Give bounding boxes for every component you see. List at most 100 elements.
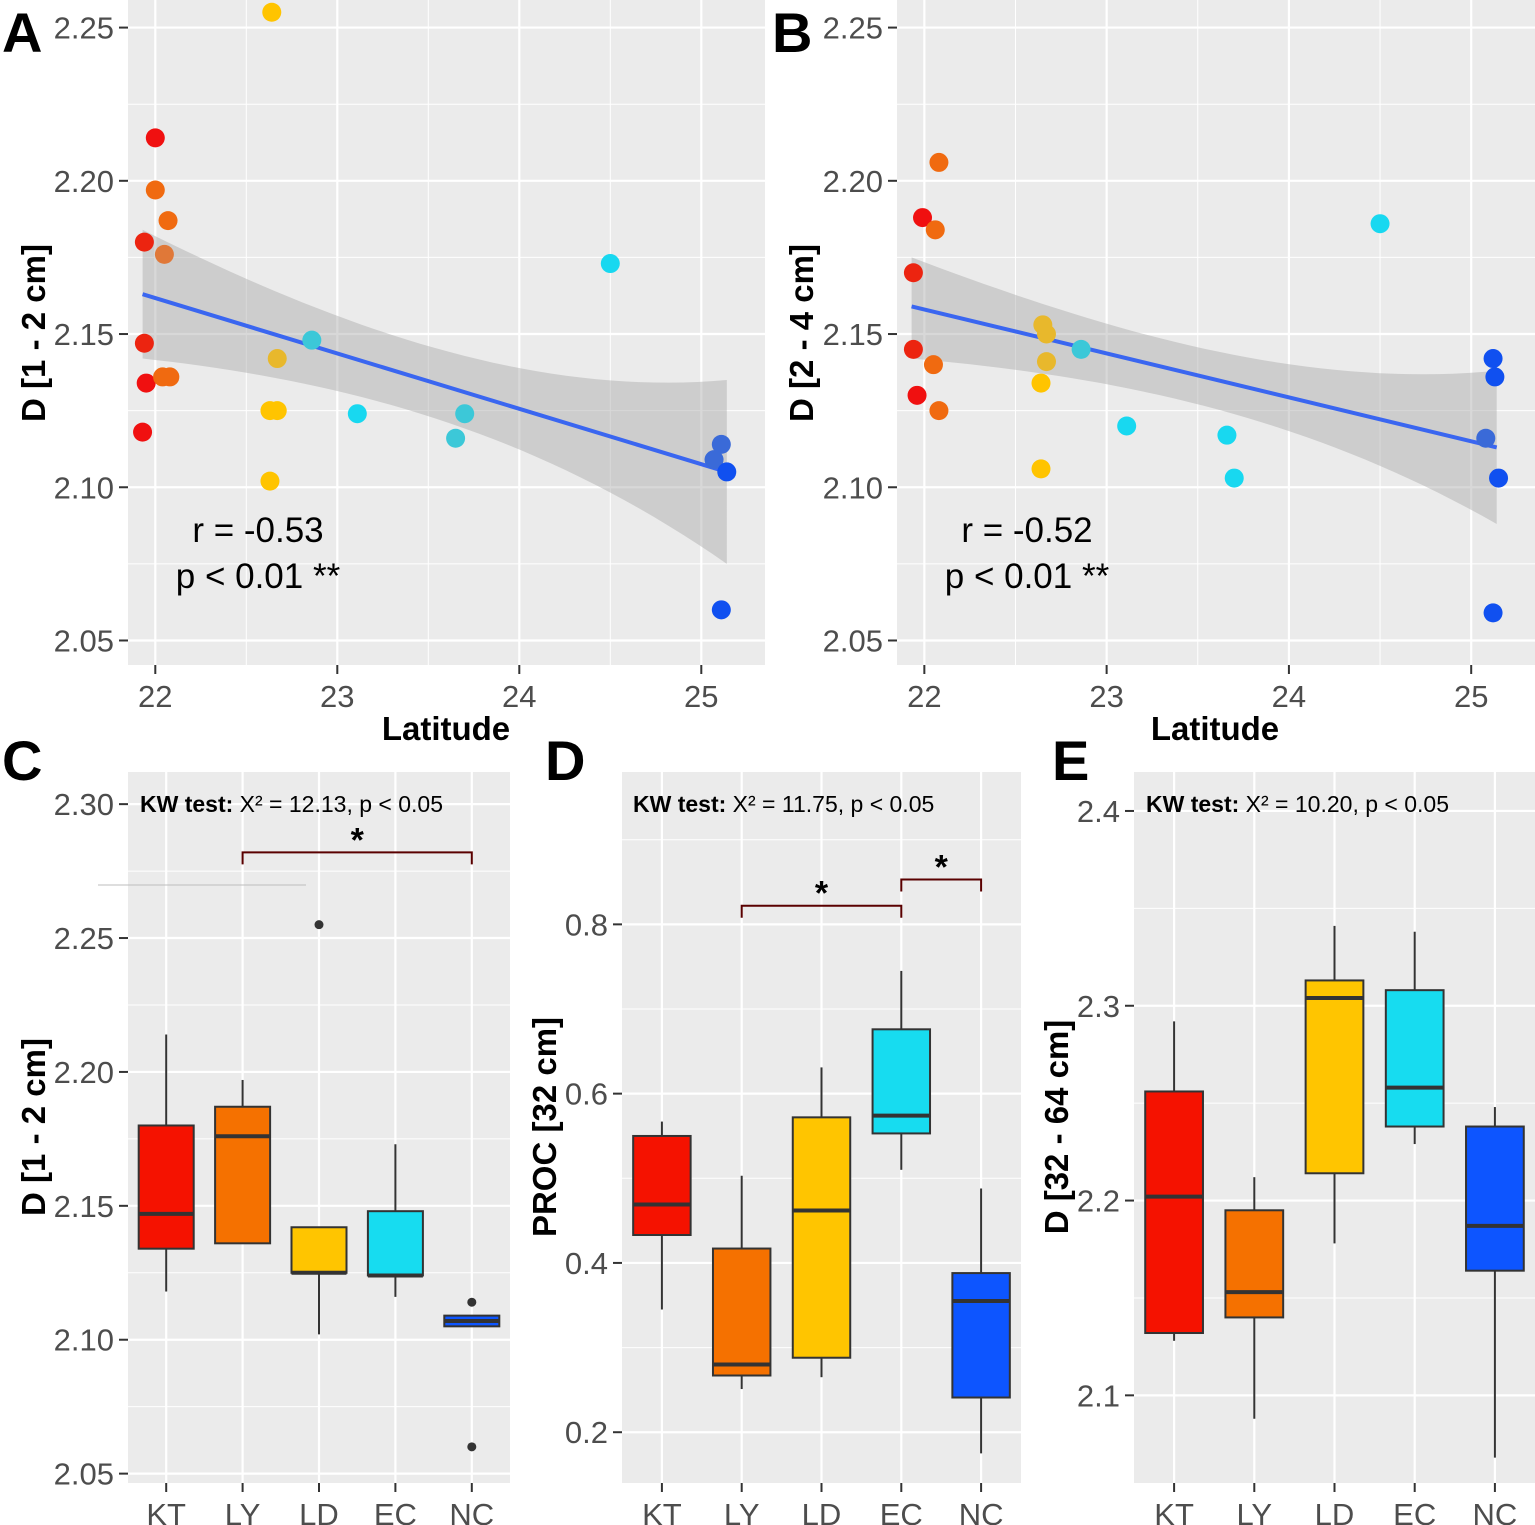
x-tick-label: 25 (684, 679, 718, 714)
significance-star: * (935, 848, 949, 886)
box (1144, 1090, 1204, 1335)
significance-bracket (740, 904, 903, 918)
x-tick-label: KT (146, 1497, 186, 1525)
x-tick-label: 22 (907, 679, 941, 714)
significance-bracket (241, 851, 473, 865)
panel-a-background (128, 0, 765, 665)
panel-letter-a: A (2, 1, 42, 64)
correlation-r: r = -0.53 (192, 511, 323, 550)
data-point (903, 339, 923, 359)
data-point (711, 434, 731, 454)
panel-letter-c: C (2, 729, 42, 792)
data-point (133, 422, 153, 442)
data-point (1224, 468, 1244, 488)
x-tick-label: LD (1315, 1497, 1355, 1525)
data-point (717, 462, 737, 482)
y-tick-label: 2.20 (54, 1055, 114, 1090)
box (214, 1105, 272, 1245)
confidence-band (142, 229, 727, 564)
y-tick-label: 2.4 (1077, 794, 1120, 829)
y-tick-label: 2.25 (54, 921, 114, 956)
outlier-point (467, 1297, 477, 1307)
data-point (134, 333, 154, 353)
box (1224, 1209, 1285, 1319)
y-tick-label: 2.10 (823, 470, 883, 505)
y-tick-label: 2.30 (54, 787, 114, 822)
data-point (160, 367, 180, 387)
correlation-r: r = -0.52 (961, 511, 1092, 550)
data-point (145, 180, 165, 200)
data-point (134, 232, 154, 252)
data-point (929, 152, 949, 172)
data-point (267, 349, 287, 369)
data-point (903, 263, 923, 283)
regression-line (911, 304, 1498, 450)
box (951, 1272, 1011, 1399)
data-point (267, 401, 287, 421)
y-axis-title: D [32 - 64 cm] (1038, 1020, 1075, 1235)
data-point (923, 355, 943, 375)
y-tick-label: 2.15 (54, 317, 114, 352)
data-point (1031, 459, 1051, 479)
data-point (704, 450, 724, 470)
box (1384, 989, 1445, 1128)
kw-test-value: X² = 11.75, p < 0.05 (733, 791, 935, 817)
data-point (1071, 339, 1091, 359)
data-point (260, 471, 280, 491)
x-tick-label: 23 (1089, 679, 1123, 714)
box (791, 1116, 852, 1359)
kw-test-name: KW test: (633, 791, 726, 817)
data-point (907, 385, 927, 405)
data-point (1489, 468, 1509, 488)
data-point (1036, 352, 1056, 372)
y-tick-label: 2.10 (54, 1323, 114, 1358)
panel-b-background (897, 0, 1535, 665)
kw-test-value: X² = 10.20, p < 0.05 (1246, 791, 1449, 817)
y-axis-title: PROC [32 cm] (526, 1017, 563, 1237)
data-point (1483, 603, 1503, 623)
x-tick-label: NC (959, 1497, 1004, 1525)
x-tick-label: NC (449, 1497, 494, 1525)
x-tick-label: KT (642, 1497, 682, 1525)
confidence-band (911, 257, 1497, 524)
x-tick-label: NC (1473, 1497, 1518, 1525)
box (1465, 1125, 1525, 1272)
kw-test-name: KW test: (140, 791, 233, 817)
data-point (1036, 324, 1056, 344)
x-tick-label: 24 (1272, 679, 1306, 714)
kw-test-label: KW test: X² = 10.20, p < 0.05 (1146, 791, 1449, 817)
significance-star: * (351, 821, 365, 859)
y-tick-label: 2.05 (54, 1457, 114, 1492)
x-tick-label: LY (1236, 1497, 1272, 1525)
data-point (262, 2, 282, 22)
data-point (1370, 214, 1390, 234)
panel-letter-d: D (545, 729, 585, 792)
panel-a: A 2.05 2.10 2.15 2.20 2.25 22 23 24 25 r = -0.53… (2, 0, 765, 747)
x-tick-label: 25 (1454, 679, 1488, 714)
y-tick-label: 2.05 (823, 623, 883, 658)
box (137, 1124, 195, 1250)
y-tick-label: 2.20 (823, 164, 883, 199)
data-point (925, 220, 945, 240)
x-tick-label: EC (1393, 1497, 1436, 1525)
y-tick-label: 2.25 (823, 11, 883, 46)
data-point (1031, 373, 1051, 393)
data-point (347, 404, 367, 424)
data-point (711, 600, 731, 620)
panel-c: C * 2.05 2.10 2.15 2.20 2.25 2.30 KT LY LD EC NC K… (2, 729, 510, 1525)
x-tick-label: EC (880, 1497, 923, 1525)
box (871, 1028, 932, 1135)
data-point (145, 128, 165, 148)
data-point (929, 401, 949, 421)
box (290, 1226, 348, 1274)
y-tick-label: 0.2 (565, 1415, 608, 1450)
data-point (1217, 425, 1237, 445)
box (711, 1247, 772, 1377)
x-axis-title: Latitude (382, 710, 510, 747)
correlation-p: p < 0.01 ** (176, 557, 341, 596)
data-point (136, 373, 156, 393)
kw-test-value: X² = 12.13, p < 0.05 (240, 791, 443, 817)
x-tick-label: LD (802, 1497, 842, 1525)
box (1304, 979, 1365, 1175)
